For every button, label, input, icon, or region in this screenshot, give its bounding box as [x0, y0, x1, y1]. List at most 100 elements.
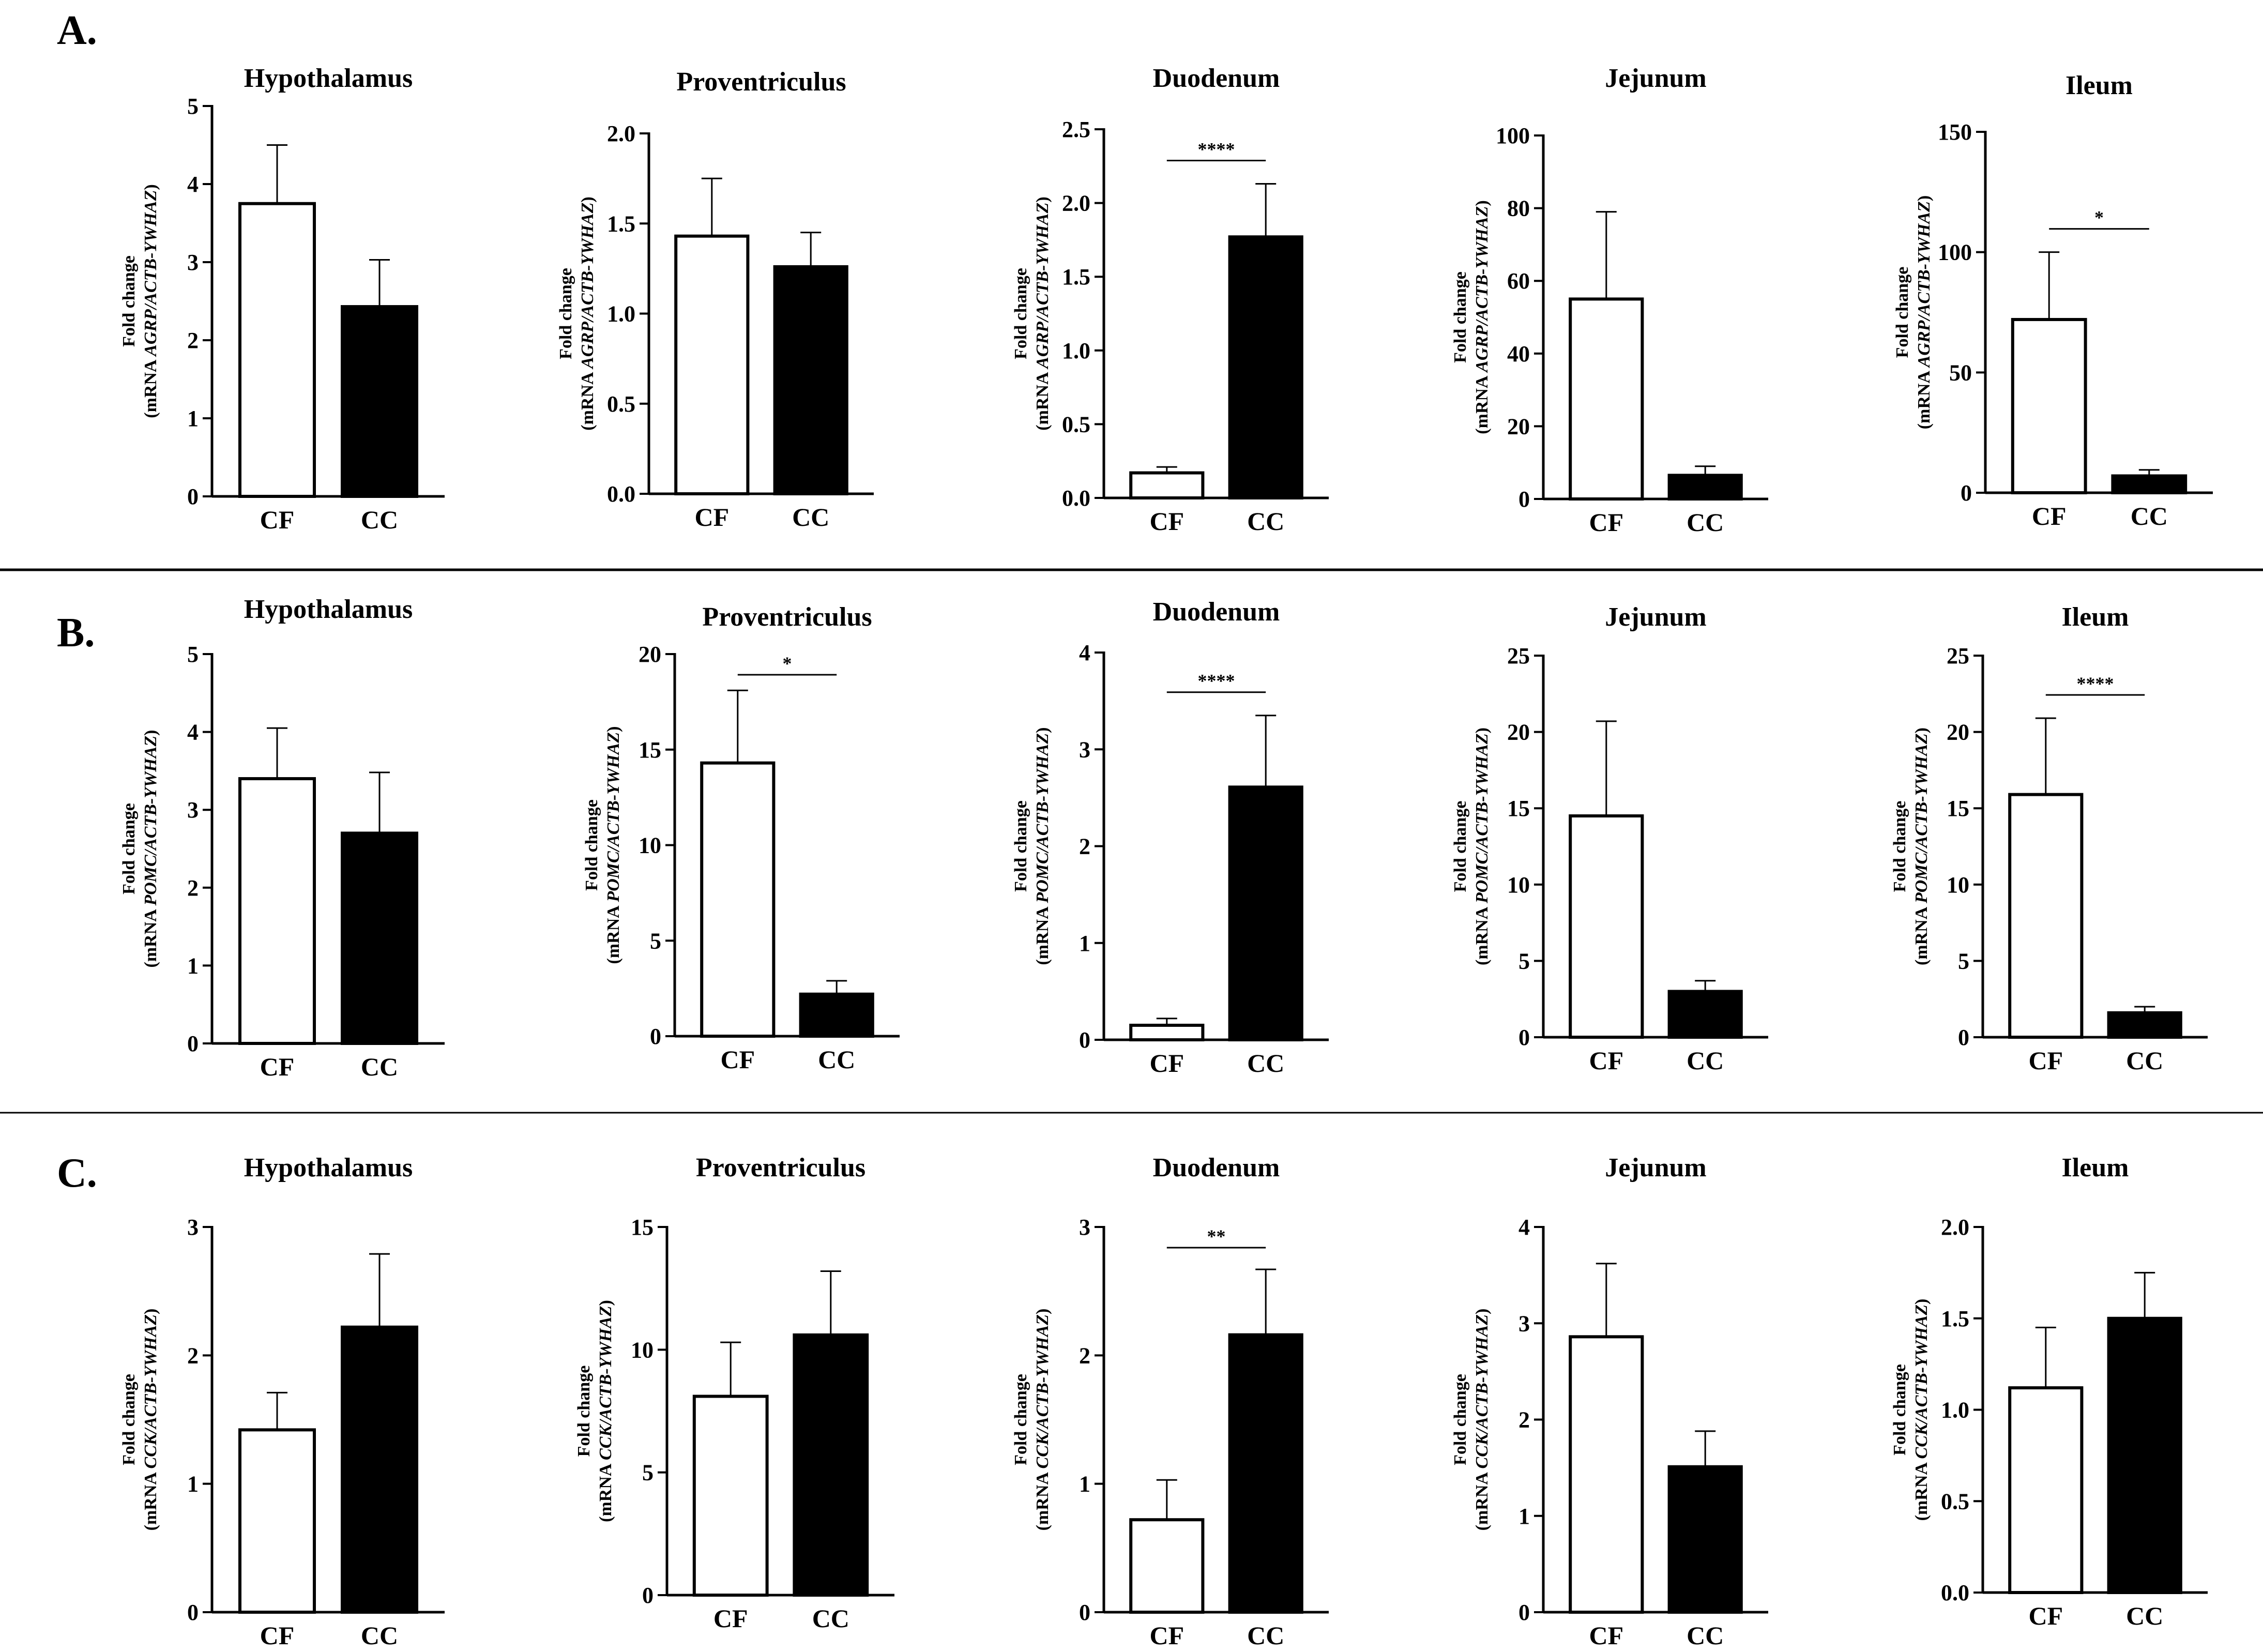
- bar-cf: [674, 234, 750, 495]
- y-tick-label: 3: [187, 1215, 199, 1240]
- y-axis-label-line2: (mRNA POMC/ACTB-YWHAZ): [1912, 728, 1931, 965]
- y-tick-label: 1: [187, 953, 199, 978]
- y-axis-label-line1: Fold change: [119, 255, 139, 347]
- x-tick-label: CC: [818, 1045, 855, 1074]
- chart-panel: Proventriculus Fold change(mRNA CCK/ACTB-…: [574, 1153, 894, 1633]
- y-tick-label: 0: [1079, 1027, 1090, 1053]
- y-tick-label: 0.0: [1062, 486, 1090, 511]
- y-axis-label: Fold change(mRNA AGRP/ACTB-YWHAZ): [1011, 196, 1052, 430]
- y-tick-label: 2.0: [1062, 191, 1090, 216]
- chart-title: Jejunum: [1605, 1153, 1706, 1183]
- y-axis-label-line2: (mRNA CCK/ACTB-YWHAZ): [1033, 1309, 1052, 1531]
- x-tick-label: CC: [812, 1604, 849, 1633]
- y-tick-label: 1: [1518, 1504, 1530, 1529]
- y-axis-label-line2: (mRNA AGRP/ACTB-YWHAZ): [1472, 200, 1492, 434]
- y-tick-label: 3: [187, 797, 199, 823]
- bar-cc: [341, 305, 418, 498]
- y-tick-label: 20: [1507, 414, 1530, 439]
- y-tick-label: 5: [1518, 948, 1530, 974]
- y-tick-label: 10: [1947, 872, 1969, 898]
- y-axis-label: Fold change(mRNA POMC/ACTB-YWHAZ): [1011, 728, 1052, 965]
- significance-label: **: [1207, 1226, 1226, 1247]
- y-axis-label: Fold change(mRNA CCK/ACTB-YWHAZ): [1890, 1299, 1931, 1521]
- y-tick-label: 0: [1518, 1025, 1530, 1050]
- y-tick-label: 2: [187, 875, 199, 901]
- y-axis-label-line2: (mRNA CCK/ACTB-YWHAZ): [596, 1300, 615, 1522]
- bar-cc: [1228, 1333, 1303, 1614]
- y-axis-label-line1: Fold change: [119, 1374, 139, 1465]
- bar-cc: [1667, 474, 1743, 501]
- y-tick-label: 0: [1079, 1600, 1090, 1625]
- y-tick-label: 1.0: [1062, 338, 1090, 363]
- y-tick-label: 0: [650, 1024, 661, 1049]
- y-axis-label-line1: Fold change: [1011, 268, 1030, 359]
- y-axis-label-line2: (mRNA POMC/ACTB-YWHAZ): [1033, 728, 1052, 965]
- chart-title: Proventriculus: [676, 67, 846, 97]
- x-tick-label: CF: [1589, 1046, 1623, 1075]
- x-tick-label: CF: [1589, 508, 1623, 537]
- significance-label: *: [783, 653, 792, 674]
- bar-cf: [1569, 814, 1644, 1039]
- y-axis-label-line1: Fold change: [1451, 1374, 1470, 1465]
- chart-panel: Hypothalamus Fold change(mRNA POMC/ACTB-Y…: [119, 595, 445, 1081]
- bar-cf: [700, 761, 776, 1038]
- y-tick-label: 1.0: [607, 301, 635, 327]
- y-tick-label: 2.0: [1941, 1215, 1969, 1240]
- y-axis-label-line2: (mRNA AGRP/ACTB-YWHAZ): [1915, 195, 1934, 429]
- y-axis-label: Fold change(mRNA POMC/ACTB-YWHAZ): [119, 730, 160, 968]
- y-axis-label-line1: Fold change: [556, 268, 575, 359]
- chart-panel: Proventriculus Fold change(mRNA AGRP/ACTB…: [556, 67, 874, 532]
- chart-title: Hypothalamus: [244, 595, 413, 624]
- y-tick-label: 0: [1518, 487, 1530, 512]
- y-tick-label: 0: [1518, 1600, 1530, 1625]
- chart-panel: Proventriculus Fold change(mRNA POMC/ACTB…: [582, 602, 900, 1074]
- bar-cf: [1129, 1023, 1205, 1041]
- y-axis-label: Fold change(mRNA CCK/ACTB-YWHAZ): [119, 1309, 160, 1531]
- chart-panel: Jejunum Fold change(mRNA CCK/ACTB-YWHAZ) 0…: [1451, 1153, 1768, 1650]
- x-tick-label: CC: [361, 1052, 398, 1081]
- y-tick-label: 2: [1518, 1407, 1530, 1433]
- y-tick-label: 2.5: [1062, 117, 1090, 142]
- y-tick-label: 150: [1938, 119, 1972, 145]
- y-axis-label: Fold change(mRNA AGRP/ACTB-YWHAZ): [556, 196, 597, 430]
- y-tick-label: 0: [187, 1600, 199, 1625]
- y-axis-label-line2: (mRNA AGRP/ACTB-YWHAZ): [1033, 196, 1052, 430]
- x-tick-label: CF: [1149, 1621, 1184, 1650]
- significance-label: ****: [1198, 139, 1235, 160]
- y-axis-label-line2: (mRNA AGRP/ACTB-YWHAZ): [141, 184, 160, 418]
- bar-cf: [1569, 1335, 1644, 1614]
- x-tick-label: CC: [2126, 1601, 2163, 1630]
- bar-cc: [799, 992, 874, 1038]
- bar-cc: [773, 265, 848, 495]
- x-tick-label: CF: [1149, 1049, 1184, 1078]
- y-tick-label: 2: [187, 328, 199, 353]
- y-tick-label: 0: [187, 1031, 199, 1056]
- chart-title: Duodenum: [1153, 1153, 1280, 1183]
- bar-cf: [238, 1428, 316, 1614]
- y-tick-label: 20: [1947, 720, 1969, 745]
- y-tick-label: 5: [650, 928, 661, 953]
- bar-cc: [1667, 1465, 1743, 1614]
- section-label-b: B.: [57, 610, 95, 656]
- y-axis-label-line2: (mRNA AGRP/ACTB-YWHAZ): [578, 196, 597, 430]
- y-tick-label: 25: [1947, 643, 1969, 669]
- y-tick-label: 5: [1958, 948, 1969, 974]
- y-axis-label-line1: Fold change: [1011, 800, 1030, 892]
- bar-cc: [341, 1325, 418, 1614]
- y-tick-label: 2: [1079, 834, 1090, 859]
- chart-panel: Ileum Fold change(mRNA POMC/ACTB-YWHAZ) 0 5…: [1890, 602, 2208, 1075]
- y-axis-label-line1: Fold change: [1890, 801, 1909, 892]
- y-axis-label-line1: Fold change: [574, 1366, 594, 1457]
- y-tick-label: 10: [1507, 872, 1530, 898]
- chart-panel: Hypothalamus Fold change(mRNA CCK/ACTB-YW…: [119, 1153, 445, 1650]
- y-axis-label-line2: (mRNA CCK/ACTB-YWHAZ): [141, 1309, 160, 1531]
- bar-cc: [1667, 990, 1743, 1039]
- y-axis-label: Fold change(mRNA POMC/ACTB-YWHAZ): [1890, 728, 1931, 965]
- x-tick-label: CC: [361, 1621, 398, 1650]
- y-tick-label: 0: [1961, 480, 1972, 506]
- chart-panel: Hypothalamus Fold change(mRNA AGRP/ACTB-Y…: [119, 64, 445, 534]
- chart-panel: Ileum Fold change(mRNA CCK/ACTB-YWHAZ) 0.0…: [1890, 1153, 2208, 1630]
- x-tick-label: CF: [2028, 1046, 2063, 1075]
